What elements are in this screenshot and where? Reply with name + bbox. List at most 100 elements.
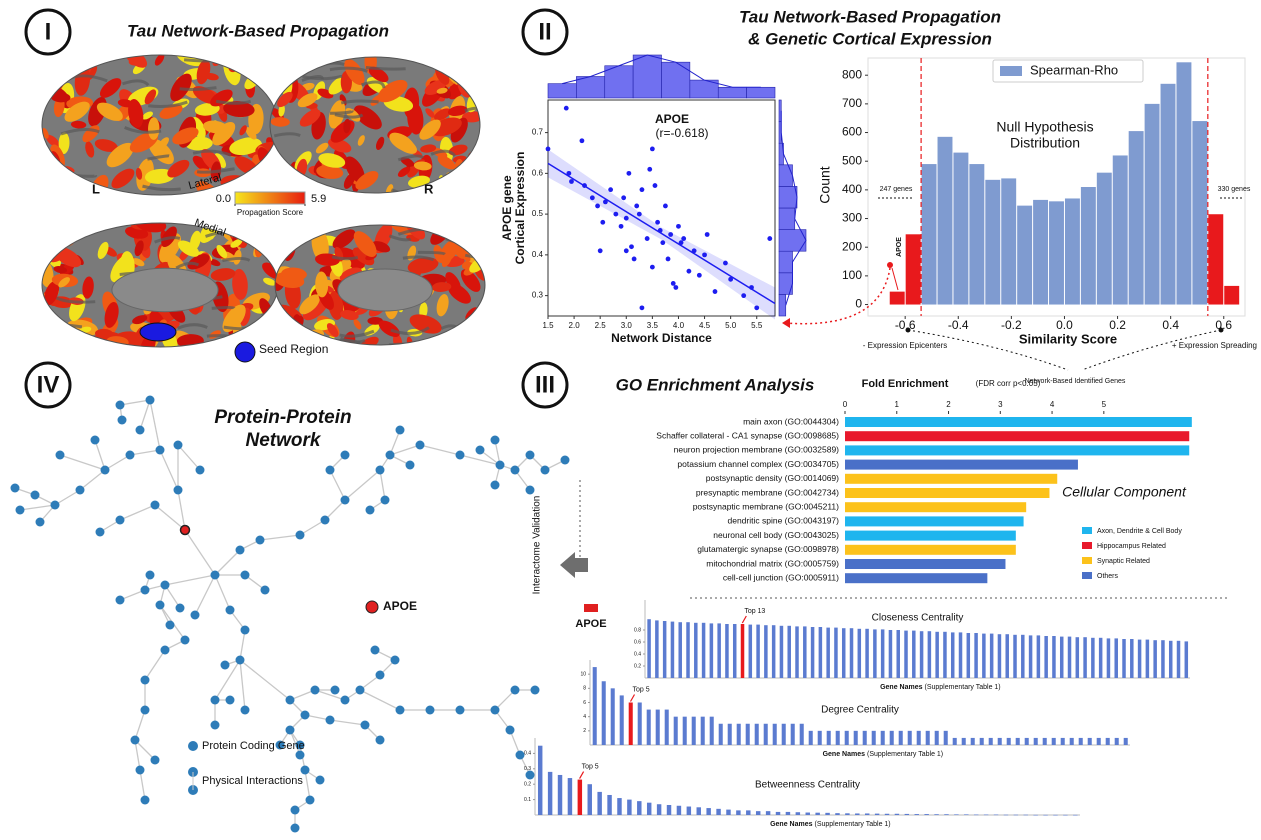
network-node [146, 396, 155, 405]
panel-title: Protein-Protein [214, 407, 351, 428]
bar [835, 813, 839, 815]
bar [1079, 738, 1083, 745]
bar [951, 632, 955, 678]
network-node [221, 661, 230, 670]
point [624, 248, 629, 253]
histogram-bar [1033, 200, 1048, 305]
y-tick-label: 700 [842, 96, 862, 110]
bar [1130, 639, 1134, 678]
chart-title: Closeness Centrality [872, 613, 964, 624]
bar [1177, 641, 1181, 678]
bar [1091, 638, 1095, 678]
histogram-bar [1065, 198, 1080, 304]
y-tick-label: 6 [583, 700, 586, 706]
bar [701, 717, 705, 745]
brain-patch [470, 223, 486, 235]
brain-patch [438, 335, 458, 347]
network-node [76, 486, 85, 495]
point [640, 305, 645, 310]
brain-patch [470, 159, 484, 174]
brain-patch [39, 78, 49, 91]
pointer [742, 616, 746, 623]
brain-patch [268, 46, 304, 70]
point [655, 220, 660, 225]
brain-patch [270, 241, 285, 255]
network-edge [240, 660, 245, 710]
x-tick-label: 3.5 [647, 321, 659, 330]
validation-label: Interactome Validation [532, 496, 543, 595]
bar [845, 431, 1189, 441]
bar [858, 629, 862, 678]
brain-patch [279, 226, 295, 247]
point [705, 232, 710, 237]
network-edge [315, 690, 345, 700]
bar [746, 724, 750, 745]
bar [1024, 815, 1028, 816]
network-node [396, 706, 405, 715]
bar [1005, 634, 1009, 678]
bar [920, 631, 924, 678]
point [663, 204, 668, 209]
bar [850, 628, 854, 678]
x-tick-label: 0.0 [1056, 318, 1073, 332]
point [673, 285, 678, 290]
panel-title: Network [246, 430, 322, 451]
bar [924, 814, 928, 815]
bar [1114, 638, 1118, 678]
point [608, 187, 613, 192]
y-tick-label: 8 [583, 686, 586, 692]
bar [637, 801, 641, 815]
point [624, 216, 629, 221]
network-node [116, 401, 125, 410]
brain-patch [34, 328, 53, 344]
network-node [174, 441, 183, 450]
network-node [96, 528, 105, 537]
network-edge [240, 630, 245, 660]
brain-patch [467, 79, 485, 91]
legend-swatch [1000, 66, 1022, 76]
annotation: + Expression Spreading [1172, 341, 1257, 350]
category-label: postsynaptic membrane (GO:0045211) [693, 501, 839, 511]
bar [998, 738, 1002, 745]
bar [990, 634, 994, 678]
pointer [580, 772, 584, 779]
bar [1043, 815, 1047, 816]
network-node [116, 516, 125, 525]
x-axis-label: Network Distance [611, 331, 712, 345]
network-node [361, 721, 370, 730]
sulcus [249, 59, 280, 62]
bar [764, 724, 768, 745]
bar [944, 731, 948, 745]
colorbar [235, 192, 305, 204]
point [566, 171, 571, 176]
bar [1070, 738, 1074, 745]
marginal-bar [747, 87, 775, 98]
network-node [291, 824, 300, 833]
network-node [11, 484, 20, 493]
brain-patch [55, 63, 68, 75]
bar [548, 772, 552, 815]
bar [617, 798, 621, 815]
y-tick-label: 4 [583, 714, 586, 720]
brain-patch [453, 325, 470, 346]
point [598, 248, 603, 253]
hemisphere-label: L [92, 181, 100, 196]
network-node [306, 796, 315, 805]
brain-patch [30, 77, 57, 94]
bar [967, 633, 971, 678]
bar [834, 628, 838, 678]
y-tick-label: 100 [842, 268, 862, 282]
bar [629, 703, 633, 746]
bar [1088, 738, 1092, 745]
network-node [161, 581, 170, 590]
network-node [136, 426, 145, 435]
panel-title: & Genetic Cortical Expression [748, 29, 992, 48]
point [634, 204, 639, 209]
network-edge [155, 505, 185, 530]
histogram-bar [1224, 286, 1239, 305]
network-edge [305, 770, 310, 800]
legend-text: Hippocampus Related [1097, 543, 1166, 550]
network-edge [140, 770, 145, 800]
network-edge [130, 450, 160, 455]
annotation: Top 5 [582, 763, 599, 770]
